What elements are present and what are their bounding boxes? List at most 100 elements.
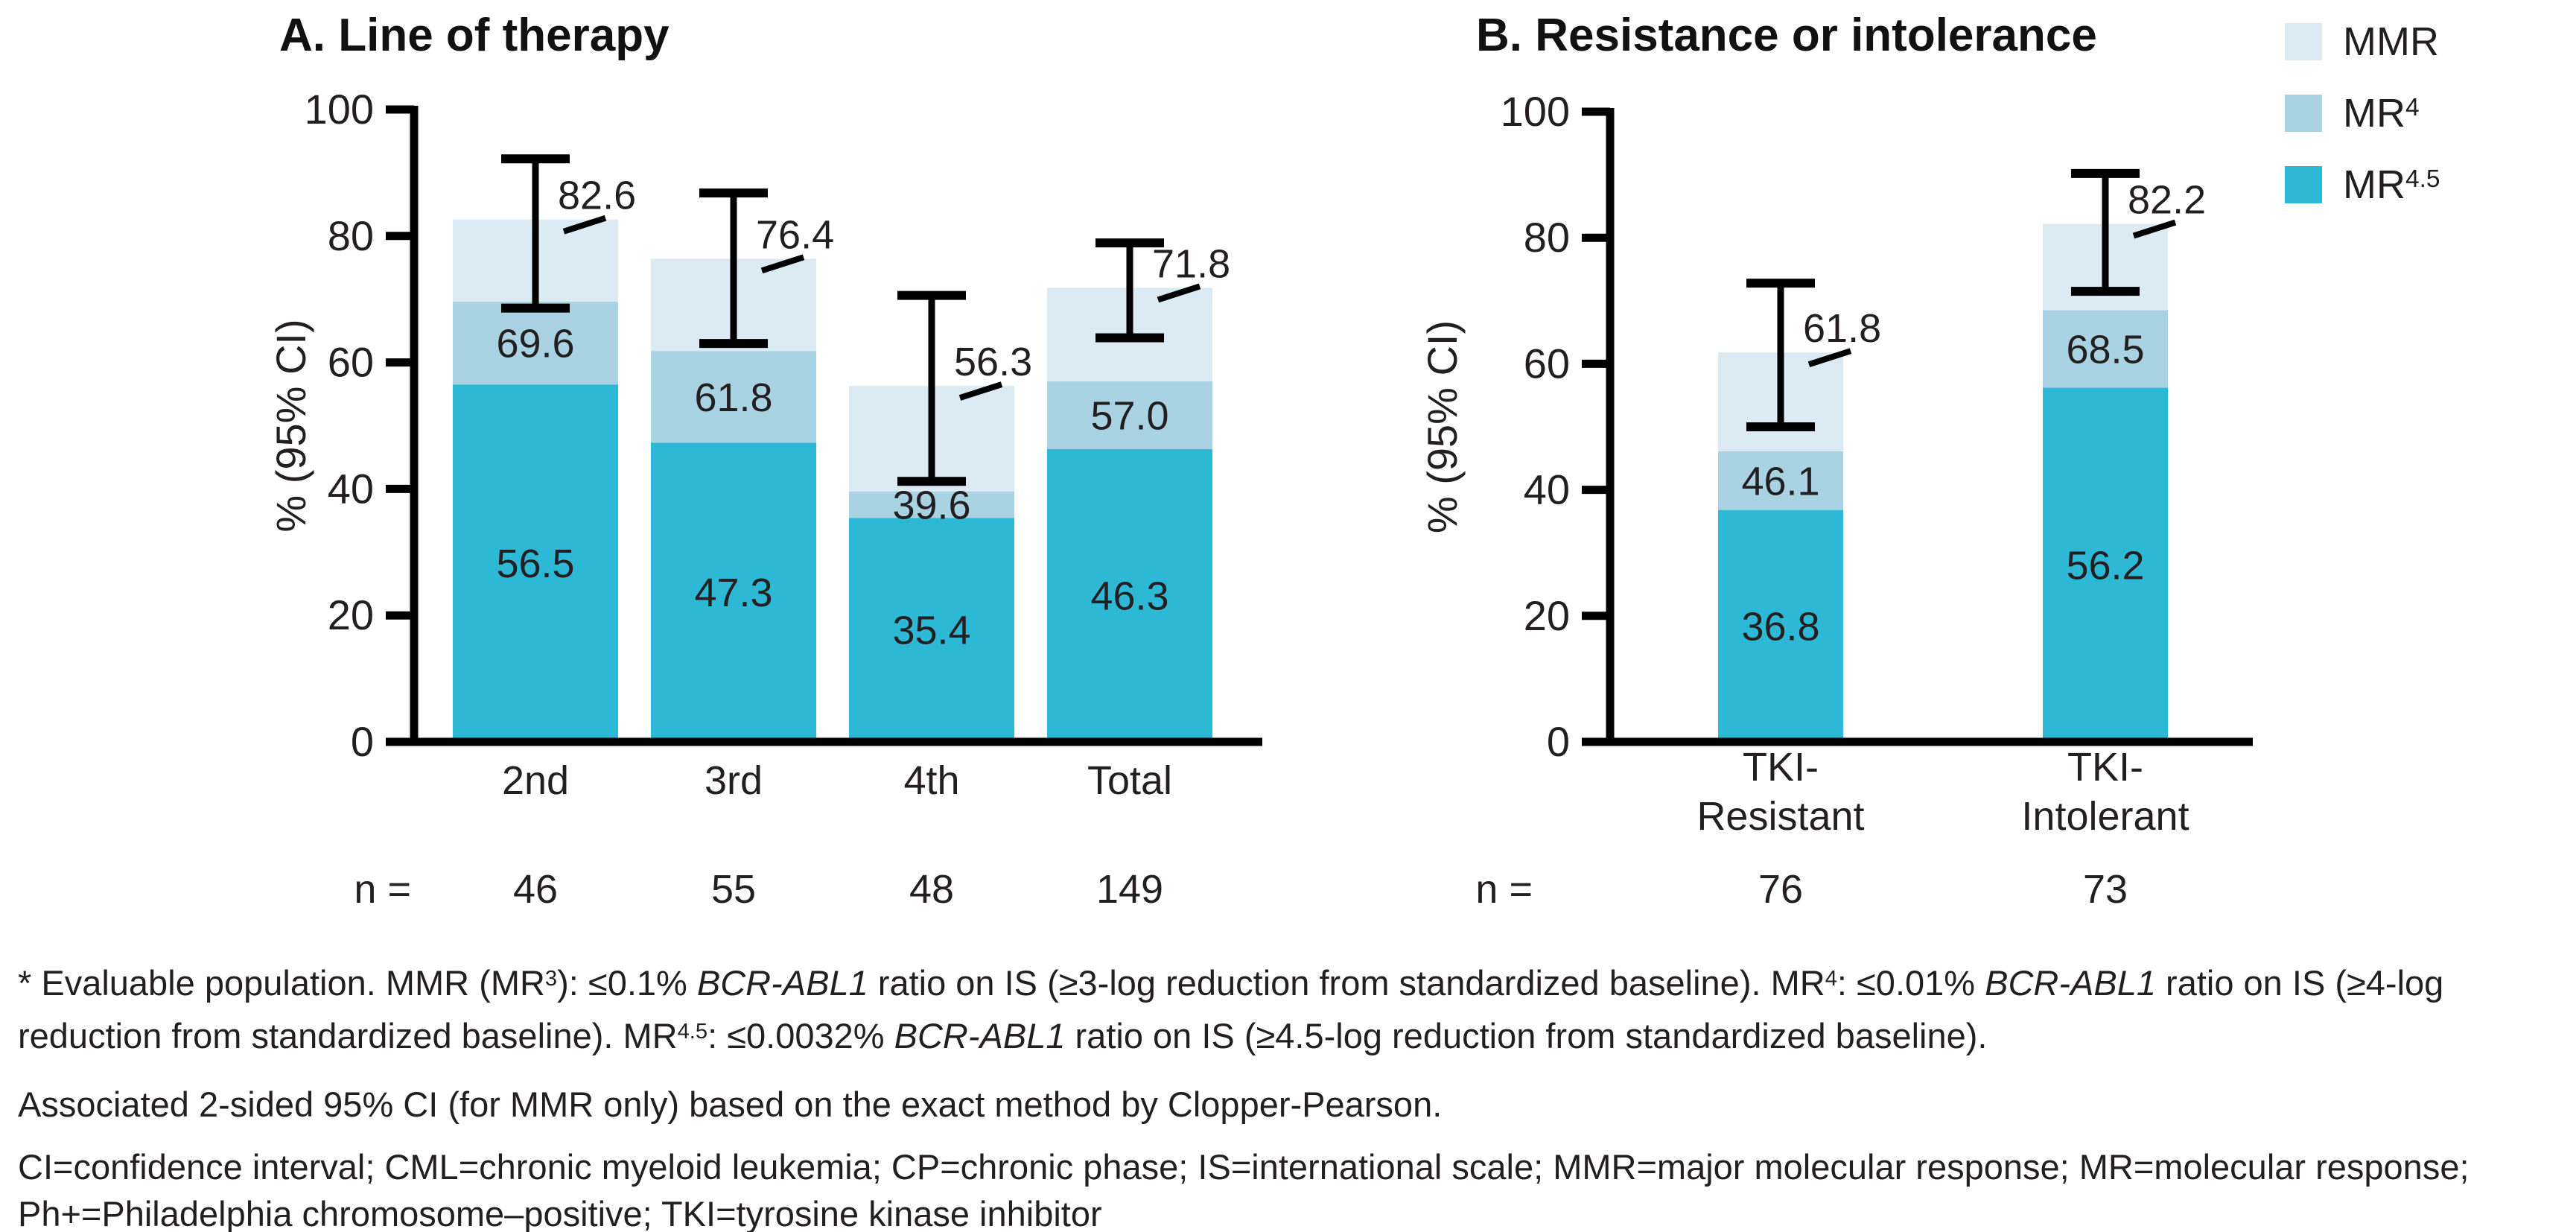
n-value: 48 <box>909 867 954 912</box>
bar-segment-mr45 <box>2043 387 2168 742</box>
x-category-label: 4th <box>903 758 959 803</box>
legend-label-mr45: MR4.5 <box>2343 165 2440 205</box>
value-label-mmr: 82.6 <box>558 174 636 218</box>
label-leader-line <box>760 254 805 274</box>
value-label-mr4: 57.0 <box>1090 393 1168 438</box>
bar-segment-mr4 <box>453 302 618 385</box>
legend-label-mmr: MMR <box>2343 22 2439 62</box>
legend: MMR MR4 MR4.5 <box>2285 22 2440 237</box>
bar-segment-mr4 <box>849 491 1014 518</box>
text-segment: MMR <box>2343 19 2439 64</box>
text-segment: * Evaluable population. MMR (MR <box>18 963 545 1003</box>
y-tick-label: 80 <box>1524 214 1570 261</box>
text-segment: ratio on IS (≥3-log reduction from stand… <box>868 963 1825 1003</box>
bar-segment-mr45 <box>1718 509 1843 742</box>
footnote-paragraph-1: * Evaluable population. MMR (MR3): ≤0.1%… <box>18 959 2559 1065</box>
n-equals-label: n = <box>1475 867 1533 912</box>
value-label-mmr: 61.8 <box>1803 306 1881 351</box>
x-category-label: TKI- <box>2067 745 2143 790</box>
y-tick-label: 0 <box>1547 718 1570 765</box>
value-label-mmr: 71.8 <box>1152 241 1230 286</box>
y-tick-label: 0 <box>351 718 374 765</box>
value-label-mr45: 56.5 <box>496 542 574 586</box>
text-segment: Associated 2-sided 95% CI (for MMR only)… <box>18 1085 1443 1124</box>
legend-swatch-mmr <box>2285 23 2322 60</box>
y-tick-label: 20 <box>328 591 374 638</box>
bar-segment-mr45 <box>651 442 816 742</box>
legend-swatch-mr45 <box>2285 166 2322 203</box>
y-tick-label: 40 <box>1524 466 1570 513</box>
text-segment: 4 <box>1825 966 1837 991</box>
bar-segment-mr4 <box>1718 451 1843 510</box>
y-tick-label: 20 <box>1524 592 1570 639</box>
y-tick-label: 100 <box>1501 88 1570 135</box>
value-label-mmr: 76.4 <box>756 212 834 257</box>
text-segment: ): ≤0.1% <box>557 963 697 1003</box>
legend-label-mr4: MR4 <box>2343 93 2420 133</box>
value-label-mr45: 56.2 <box>2066 543 2144 588</box>
text-segment: BCR-ABL1 <box>696 963 868 1003</box>
bar-segment-mr45 <box>453 384 618 742</box>
value-label-mr4: 61.8 <box>694 375 772 420</box>
value-label-mr45: 47.3 <box>694 571 772 615</box>
y-tick-label: 60 <box>1524 340 1570 387</box>
x-category-label: TKI- <box>1743 745 1819 790</box>
bar-segment-mr45 <box>1047 448 1212 742</box>
text-segment: : ≤0.0032% <box>707 1016 894 1055</box>
x-category-label: 3rd <box>705 758 763 803</box>
text-segment: BCR-ABL1 <box>1985 963 2156 1003</box>
label-leader-line <box>1807 348 1852 367</box>
text-segment: CI=confidence interval; CML=chronic myel… <box>18 1147 2470 1232</box>
text-segment: ratio on IS (≥4.5-log reduction from sta… <box>1065 1016 1988 1055</box>
legend-item-mr4: MR4 <box>2285 93 2440 133</box>
n-value: 55 <box>711 867 756 912</box>
value-label-mr45: 36.8 <box>1741 604 1819 649</box>
y-tick-label: 100 <box>305 86 374 133</box>
text-segment: : ≤0.01% <box>1836 963 1985 1003</box>
value-label-mr4: 46.1 <box>1741 459 1819 504</box>
n-value: 149 <box>1096 867 1163 912</box>
chart-b-resistance-intolerance: 61.8 46.1 36.8 82.2 68.5 56.2 0 20 40 60 80 100 % (9… <box>1419 88 2253 912</box>
bar-segment-mr45 <box>849 518 1014 742</box>
bar-segment-mr4 <box>651 351 816 443</box>
n-value: 46 <box>513 867 558 912</box>
x-category-label: Resistant <box>1696 794 1864 839</box>
value-label-mr4: 39.6 <box>892 483 970 528</box>
n-value: 76 <box>1758 867 1803 912</box>
legend-item-mmr: MMR <box>2285 22 2440 62</box>
x-category-label: 2nd <box>502 758 569 803</box>
n-value: 73 <box>2083 867 2128 912</box>
value-label-mr4: 69.6 <box>496 322 574 366</box>
text-segment: BCR-ABL1 <box>894 1016 1066 1055</box>
label-leader-line <box>562 215 607 235</box>
footnotes: * Evaluable population. MMR (MR3): ≤0.1%… <box>18 959 2559 1232</box>
n-equals-label: n = <box>354 867 411 912</box>
value-label-mr4: 68.5 <box>2066 328 2144 372</box>
label-leader-line <box>958 381 1003 401</box>
text-segment: 4 <box>2405 93 2420 121</box>
bar-segment-mr4 <box>2043 310 2168 388</box>
chart-b-title: B. Resistance or intolerance <box>1476 10 2097 61</box>
footnote-paragraph-2: Associated 2-sided 95% CI (for MMR only)… <box>18 1081 2559 1128</box>
bar-segment-mr4 <box>1047 381 1212 449</box>
y-tick-label: 40 <box>328 465 374 512</box>
y-axis-title: % (95% CI) <box>267 319 314 532</box>
value-label-mr45: 46.3 <box>1090 574 1168 618</box>
value-label-mmr: 56.3 <box>954 340 1032 384</box>
text-segment: ratio on IS (≥4-log reduction from stand… <box>18 963 2444 1055</box>
text-segment: MR <box>2343 91 2405 136</box>
label-leader-line <box>1157 283 1201 303</box>
chart-a-title: A. Line of therapy <box>279 10 670 61</box>
legend-swatch-mr4 <box>2285 95 2322 132</box>
value-label-mr45: 35.4 <box>892 609 970 653</box>
text-segment: 3 <box>544 966 558 991</box>
y-axis-title: % (95% CI) <box>1419 320 1466 533</box>
text-segment: 4.5 <box>2405 165 2440 193</box>
text-segment: 4.5 <box>677 1019 708 1044</box>
value-label-mmr: 82.2 <box>2128 178 2206 223</box>
x-category-label: Total <box>1087 758 1172 803</box>
y-tick-label: 60 <box>328 339 374 386</box>
text-segment: MR <box>2343 162 2405 207</box>
